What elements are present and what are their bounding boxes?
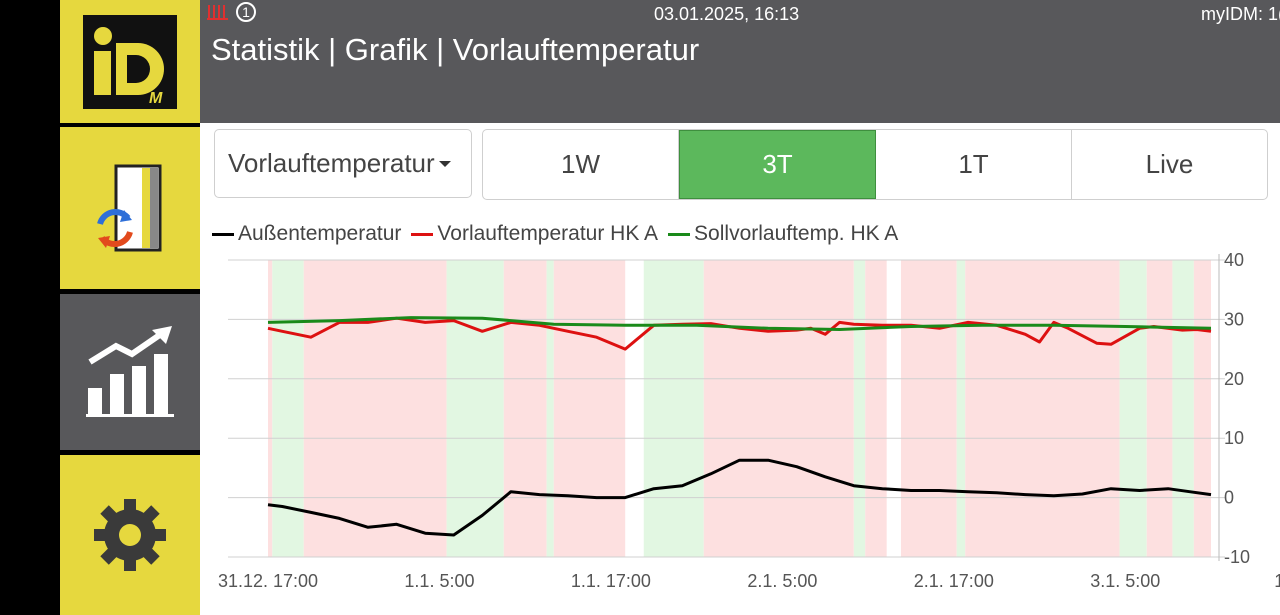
status-icons: 1 xyxy=(206,2,256,22)
state-band xyxy=(1193,260,1211,557)
x-tick-label: 31.12. 17:00 xyxy=(218,571,318,591)
select-value: Vorlauftemperatur xyxy=(228,148,435,178)
series-line-2 xyxy=(267,316,1212,331)
state-band xyxy=(303,260,447,557)
state-band xyxy=(965,260,1120,557)
chart-icon xyxy=(86,326,174,417)
state-band xyxy=(268,260,273,557)
x-tick-label: 1.1. 5:00 xyxy=(404,571,474,591)
legend-label: Außentemperatur xyxy=(238,222,402,245)
page-title: Statistik | Grafik | Vorlauftemperatur xyxy=(211,32,700,67)
x-tick-label: 1.1. 17:00 xyxy=(571,571,651,591)
state-band xyxy=(446,260,504,557)
chevron-down-icon xyxy=(438,160,451,167)
sidebar-item-heating-system[interactable] xyxy=(60,127,200,289)
gear-icon xyxy=(94,499,166,571)
logo-panel[interactable]: M xyxy=(60,0,200,123)
x-tick-label: 17:00 xyxy=(1274,571,1280,591)
main-content: Vorlauftemperatur 1W 3T 1T Live Außentem… xyxy=(200,123,1280,615)
state-band xyxy=(546,260,554,557)
state-band xyxy=(1119,260,1147,557)
state-band xyxy=(553,260,626,557)
legend-swatch xyxy=(212,232,234,236)
state-band xyxy=(956,260,966,557)
state-band xyxy=(703,260,854,557)
idm-logo: M xyxy=(83,14,177,109)
temperature-chart[interactable]: 40 30 20 10 0 -10 31.12. 17:00 1.1. 5:00 1.1. 17… xyxy=(200,123,1280,615)
range-button-3t[interactable]: 3T xyxy=(679,130,876,199)
legend-item-outdoor[interactable]: Außentemperatur xyxy=(212,222,401,246)
state-band xyxy=(272,260,304,557)
x-tick-label: 2.1. 17:00 xyxy=(914,571,994,591)
state-band xyxy=(1146,260,1173,557)
state-band xyxy=(503,260,547,557)
state-band xyxy=(900,260,957,557)
state-band xyxy=(643,260,704,557)
header: 1 03.01.2025, 16:13 myIDM: 1( Statistik … xyxy=(200,0,1280,123)
x-tick-label: 3.1. 5:00 xyxy=(1090,571,1160,591)
heat-pump-icon xyxy=(97,164,162,252)
sidebar: M xyxy=(60,0,200,615)
legend-swatch xyxy=(668,232,691,236)
datetime: 03.01.2025, 16:13 xyxy=(654,4,800,24)
series-line-0 xyxy=(267,458,1212,537)
legend-label: Vorlauftemperatur HK A xyxy=(437,222,659,245)
y-tick-label: 20 xyxy=(1224,369,1244,389)
heating-icon[interactable] xyxy=(206,2,230,22)
legend-swatch xyxy=(411,232,434,236)
range-button-1t[interactable]: 1T xyxy=(876,130,1072,199)
sidebar-item-statistics[interactable] xyxy=(60,294,200,450)
y-tick-label: 10 xyxy=(1224,428,1244,448)
y-tick-label: 40 xyxy=(1224,250,1244,270)
range-button-live[interactable]: Live xyxy=(1145,149,1194,179)
sidebar-item-settings[interactable] xyxy=(60,455,200,615)
state-band xyxy=(865,260,887,557)
range-button-1w[interactable]: 1W xyxy=(483,130,679,199)
chart-legend: Außentemperatur Vorlauftemperatur HK A S… xyxy=(212,222,908,246)
y-tick-label: 30 xyxy=(1224,309,1244,329)
y-tick-label: -10 xyxy=(1224,547,1250,567)
legend-label: Sollvorlauftemp. HK A xyxy=(694,222,899,245)
account-label[interactable]: myIDM: 1( xyxy=(1201,4,1280,24)
y-tick-label: 0 xyxy=(1224,488,1234,508)
svg-text:M: M xyxy=(149,90,163,107)
value-select[interactable]: Vorlauftemperatur xyxy=(214,129,472,198)
x-tick-label: 2.1. 5:00 xyxy=(747,571,817,591)
range-toggle: 1W 3T 1T Live xyxy=(482,129,1268,200)
legend-item-setpoint[interactable]: Sollvorlauftemp. HK A xyxy=(668,222,898,246)
state-band xyxy=(1172,260,1194,557)
state-band xyxy=(853,260,866,557)
legend-item-flow[interactable]: Vorlauftemperatur HK A xyxy=(411,222,658,246)
info-circle-icon[interactable]: 1 xyxy=(236,2,256,22)
